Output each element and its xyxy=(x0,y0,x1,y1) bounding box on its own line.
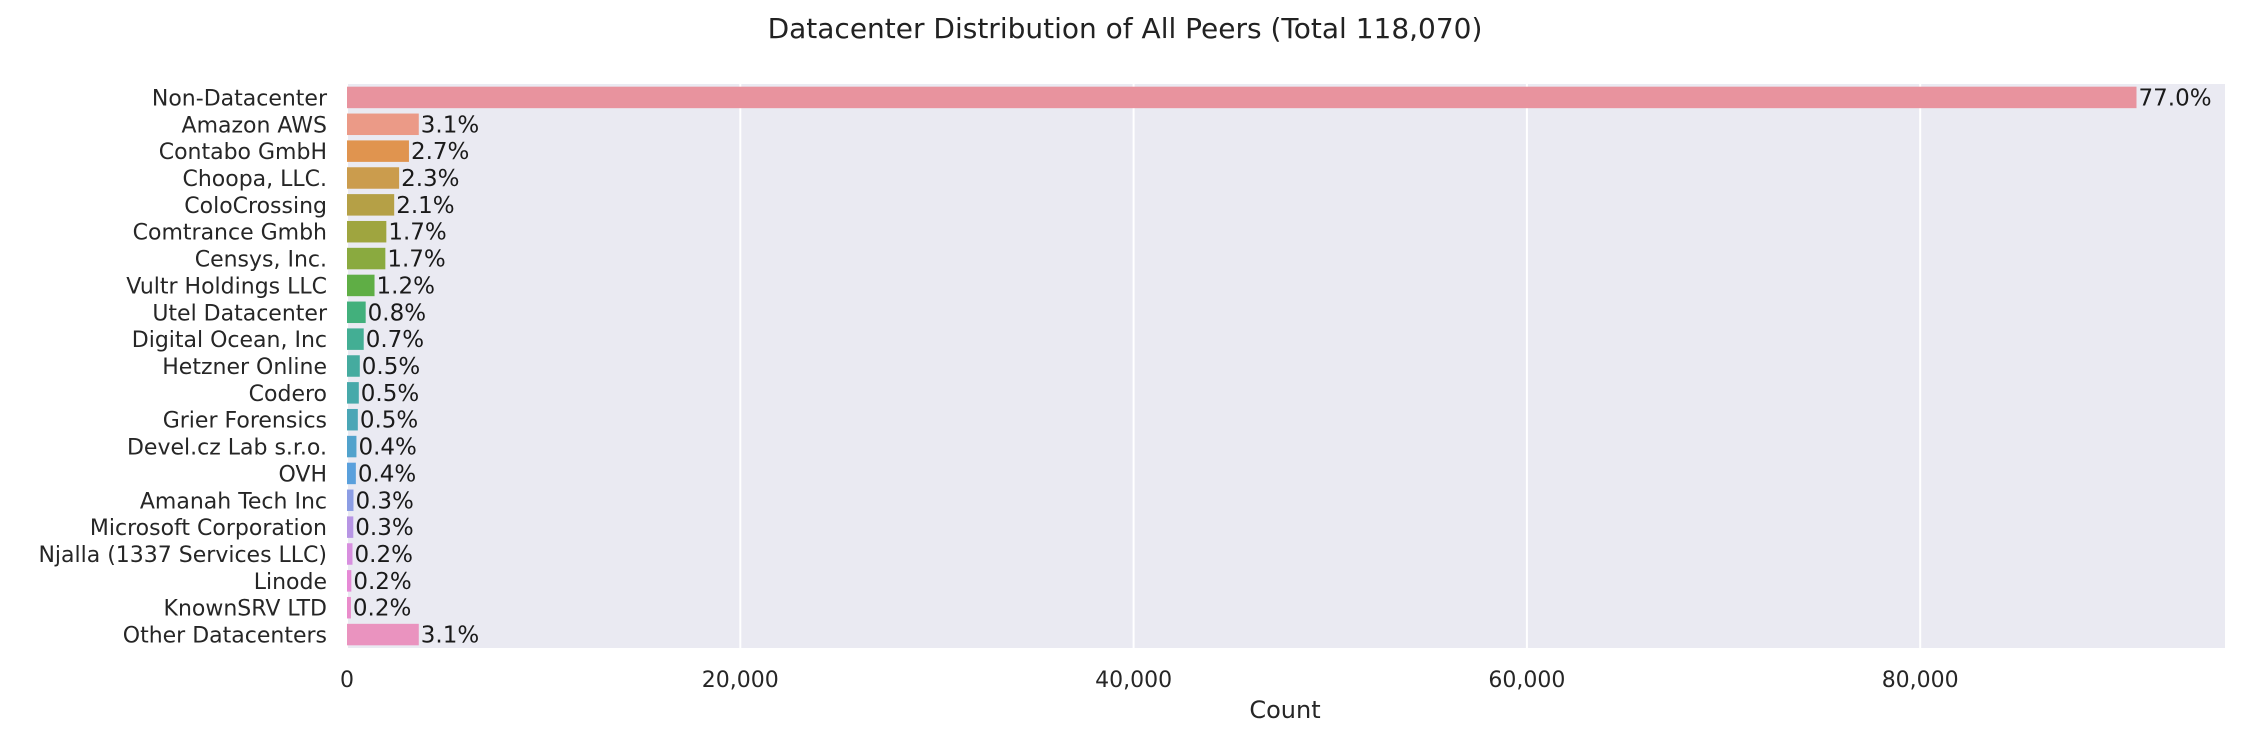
y-tick-label: KnownSRV LTD xyxy=(164,597,327,622)
x-tick-label: 40,000 xyxy=(1095,668,1172,693)
x-tick-label: 60,000 xyxy=(1488,668,1565,693)
y-tick-label: Njalla (1337 Services LLC) xyxy=(38,543,327,568)
x-tick-label: 0 xyxy=(340,668,354,693)
bar xyxy=(347,408,358,431)
data-label: 0.2% xyxy=(355,542,413,568)
y-tick-label: Utel Datacenter xyxy=(152,301,328,326)
data-label: 0.2% xyxy=(353,569,411,595)
y-tick-label: Choopa, LLC. xyxy=(182,167,327,192)
y-tick-label: Devel.cz Lab s.r.o. xyxy=(127,436,327,461)
y-tick-label: Comtrance Gmbh xyxy=(133,221,327,246)
y-tick-label: Amanah Tech Inc xyxy=(140,489,327,514)
x-tick-label: 20,000 xyxy=(702,668,779,693)
bar xyxy=(347,220,387,243)
x-axis-label: Count xyxy=(1249,696,1320,724)
y-tick-label: Other Datacenters xyxy=(123,624,327,649)
data-label: 0.5% xyxy=(360,408,418,434)
bar xyxy=(347,194,395,216)
bar xyxy=(347,301,366,324)
y-tick-label: ColoCrossing xyxy=(184,194,327,219)
data-label: 0.4% xyxy=(358,461,416,487)
y-tick-label: Censys, Inc. xyxy=(195,248,327,273)
y-tick-label: Digital Ocean, Inc xyxy=(132,328,327,353)
data-label: 2.1% xyxy=(396,193,454,219)
data-label: 0.3% xyxy=(355,515,413,541)
chart-title: Datacenter Distribution of All Peers (To… xyxy=(768,12,1483,45)
bar xyxy=(347,328,364,350)
y-tick-label: Linode xyxy=(254,570,327,595)
y-tick-label: Codero xyxy=(249,382,327,407)
bar xyxy=(347,462,356,485)
bar xyxy=(347,570,352,592)
bar xyxy=(347,247,386,270)
plot-area xyxy=(347,84,2225,648)
bar xyxy=(347,516,354,538)
bar xyxy=(347,355,360,377)
data-labels: 77.0%3.1%2.7%2.3%2.1%1.7%1.7%1.2%0.8%0.7… xyxy=(353,85,2212,648)
bar xyxy=(347,86,2137,109)
data-label: 2.3% xyxy=(401,166,459,192)
y-tick-label: Contabo GmbH xyxy=(159,140,327,165)
x-tick-label: 80,000 xyxy=(1882,668,1959,693)
bar xyxy=(347,167,400,189)
y-tick-label: Amazon AWS xyxy=(182,113,327,138)
data-label: 1.7% xyxy=(388,220,446,246)
bars xyxy=(347,86,2137,646)
x-tick-labels: 0 20,000 40,000 60,000 80,000 xyxy=(340,668,1959,693)
data-label: 0.8% xyxy=(368,300,426,326)
bar xyxy=(347,623,419,646)
data-label: 0.5% xyxy=(361,381,419,407)
bar xyxy=(347,596,351,619)
data-label: 2.7% xyxy=(411,139,469,165)
data-label: 77.0% xyxy=(2139,85,2212,111)
y-tick-label: Non-Datacenter xyxy=(152,86,328,111)
bar xyxy=(347,382,359,404)
bar xyxy=(347,113,419,136)
data-label: 1.7% xyxy=(387,247,445,273)
data-label: 3.1% xyxy=(421,623,479,649)
y-tick-label: Hetzner Online xyxy=(162,355,327,380)
bar xyxy=(347,274,375,297)
bar xyxy=(347,543,353,565)
y-tick-label: Vultr Holdings LLC xyxy=(126,274,327,299)
data-label: 0.4% xyxy=(358,435,416,461)
bar xyxy=(347,489,354,512)
data-label: 0.5% xyxy=(362,354,420,380)
y-tick-label: OVH xyxy=(278,462,327,487)
bar xyxy=(347,435,357,458)
y-tick-label: Microsoft Corporation xyxy=(90,516,327,541)
data-label: 0.7% xyxy=(366,327,424,353)
data-label: 0.2% xyxy=(353,596,411,622)
y-tick-label: Grier Forensics xyxy=(163,409,327,434)
bar xyxy=(347,140,409,162)
data-label: 0.3% xyxy=(355,488,413,514)
data-label: 3.1% xyxy=(421,112,479,138)
data-label: 1.2% xyxy=(377,273,435,299)
